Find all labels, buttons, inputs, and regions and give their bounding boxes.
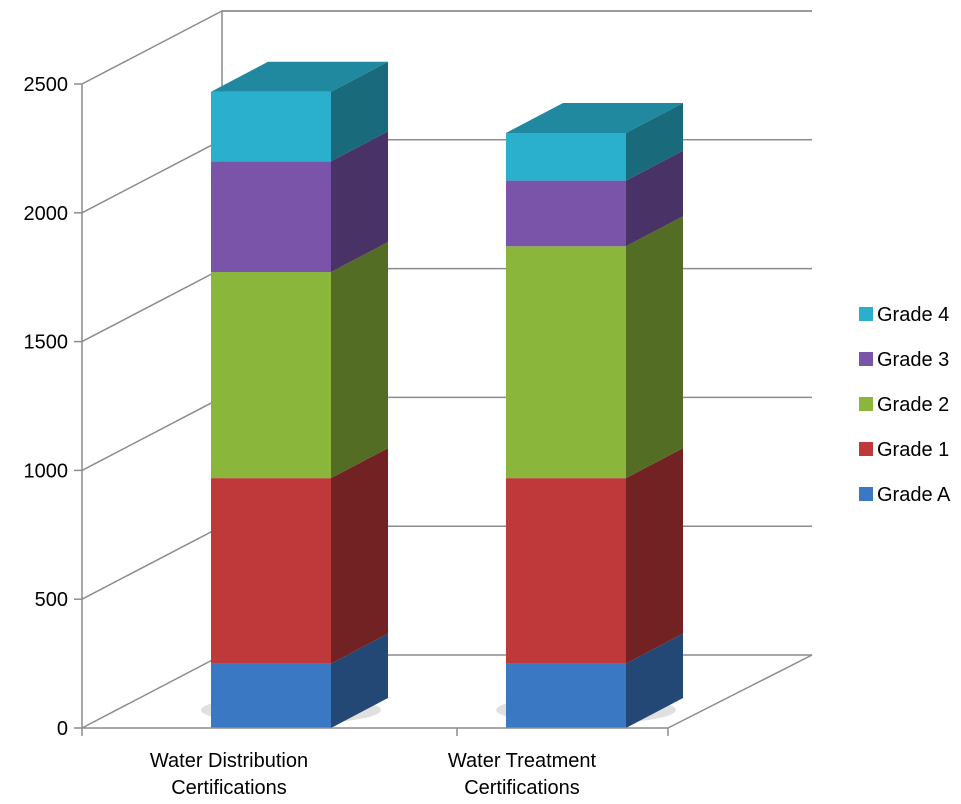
- bar-segment-grade-1: [211, 448, 388, 664]
- bar-side-face: [331, 448, 388, 664]
- y-tick-label: 2000: [24, 203, 69, 225]
- bar-front-face: [211, 478, 331, 664]
- bar-top-face: [506, 102, 683, 133]
- bar-front-face: [506, 478, 626, 664]
- bar-front-face: [506, 180, 626, 247]
- category-label: Certifications: [464, 777, 580, 799]
- bar-segment-grade-4: [211, 61, 388, 162]
- category-label: Certifications: [171, 777, 287, 799]
- gridline-2500: [81, 10, 812, 85]
- legend-label: Grade 3: [877, 349, 949, 371]
- legend-swatch: [859, 487, 873, 501]
- bar-side-face: [626, 150, 683, 247]
- bar-side-face: [331, 633, 388, 728]
- floor-outline: [81, 654, 813, 729]
- bars: [201, 61, 683, 728]
- bar-side-face: [331, 131, 388, 273]
- bar-segment-grade-a: [506, 633, 683, 728]
- bar-side-face: [626, 448, 683, 664]
- bar-segment-grade-3: [506, 150, 683, 247]
- chart-walls: [81, 10, 813, 729]
- value-axis: 0 500 1000 1500 2000 2500: [24, 74, 83, 740]
- bar-front-face: [506, 663, 626, 728]
- legend-label: Grade 4: [877, 304, 949, 326]
- gridline-1500: [81, 267, 812, 343]
- legend-swatch: [859, 397, 873, 411]
- category-label: Water Distribution: [150, 750, 308, 772]
- bar-front-face: [506, 246, 626, 479]
- bar-segment-grade-a: [211, 633, 388, 728]
- legend: Grade 4 Grade 3 Grade 2 Grade 1 Grade A: [859, 304, 951, 506]
- bar-side-face: [626, 216, 683, 479]
- legend-label: Grade A: [877, 484, 951, 506]
- y-tick-label: 2500: [24, 74, 69, 96]
- bar-side-face: [626, 633, 683, 728]
- bar-top-face: [211, 61, 388, 92]
- y-tick-label: 1500: [24, 332, 69, 354]
- gridlines: [81, 10, 812, 600]
- y-tick-label: 0: [57, 718, 68, 740]
- bar-front-face: [211, 161, 331, 273]
- bar-segment-grade-3: [211, 131, 388, 273]
- bar-side-face: [331, 242, 388, 479]
- legend-swatch: [859, 307, 873, 321]
- bar-side-face: [331, 61, 388, 162]
- legend-item-grade-3: Grade 3: [859, 349, 949, 371]
- bar-segment-grade-1: [506, 448, 683, 664]
- y-tick-label: 500: [35, 589, 68, 611]
- bar-segment-grade-2: [211, 242, 388, 479]
- legend-label: Grade 1: [877, 439, 949, 461]
- bar-front-face: [211, 91, 331, 162]
- category-label: Water Treatment: [448, 750, 597, 772]
- gridline-2000: [81, 139, 812, 214]
- legend-label: Grade 2: [877, 394, 949, 416]
- legend-item-grade-2: Grade 2: [859, 394, 949, 416]
- gridline-1000: [81, 396, 812, 472]
- legend-item-grade-a: Grade A: [859, 484, 951, 506]
- bar-front-face: [211, 663, 331, 728]
- bar-segment-grade-4: [506, 102, 683, 181]
- category-axis: Water Distribution Certifications Water Tr…: [81, 727, 669, 799]
- gridline-500: [81, 525, 812, 600]
- y-tick-label: 1000: [24, 460, 69, 482]
- bar-front-face: [211, 272, 331, 479]
- legend-swatch: [859, 352, 873, 366]
- legend-item-grade-1: Grade 1: [859, 439, 949, 461]
- legend-swatch: [859, 442, 873, 456]
- bar-side-face: [626, 102, 683, 181]
- bar-segment-grade-2: [506, 216, 683, 479]
- legend-item-grade-4: Grade 4: [859, 304, 949, 326]
- bar-front-face: [506, 132, 626, 181]
